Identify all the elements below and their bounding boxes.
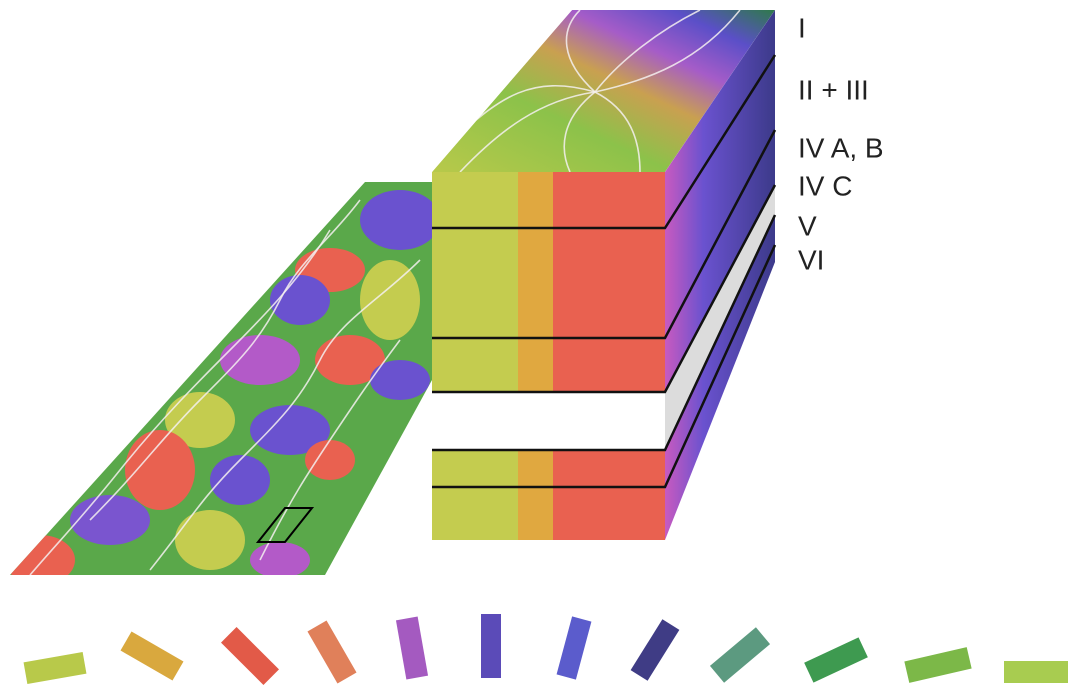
layer-label: VI (798, 244, 824, 275)
layer-label: IV C (798, 170, 852, 201)
layer-label: IV A, B (798, 132, 884, 163)
layer-label: II + III (798, 74, 869, 105)
orientation-map (0, 170, 440, 590)
diagram: I II + III IV A, B IV C V VI (0, 0, 1072, 693)
orientation-key (24, 614, 1068, 685)
layer-label: I (798, 12, 806, 43)
layer-label: V (798, 210, 817, 241)
